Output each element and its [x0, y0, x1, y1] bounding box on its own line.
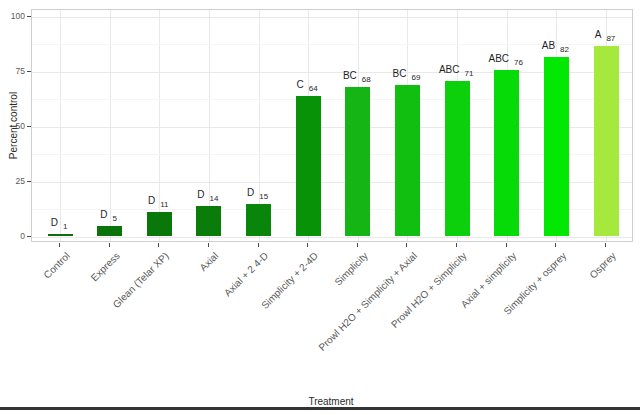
x-tick-mark: [506, 243, 507, 247]
gridline-major: [32, 17, 632, 18]
x-axis-title: Treatment: [281, 396, 381, 407]
x-tick-mark: [258, 243, 259, 247]
chart-figure: D1D5D11D14D15C64BC68BC69ABC71ABC76AB82A8…: [0, 0, 640, 415]
bar-significance-letter: D: [247, 187, 254, 198]
y-tick-mark: [27, 71, 31, 72]
gridline-major: [32, 237, 632, 238]
bar-significance-letter: D: [51, 217, 58, 228]
bar-significance-letter: BC: [343, 70, 357, 81]
bar: [544, 57, 569, 237]
bar-label: AB 82: [510, 40, 600, 52]
bar-value-label: 1: [63, 222, 67, 231]
x-category-label: Prowl H2O + Simplicity + Axial: [316, 250, 419, 353]
y-tick-mark: [27, 126, 31, 127]
bar-significance-letter: D: [100, 209, 107, 220]
bar-label: D 15: [213, 187, 303, 199]
gridline-minor: [32, 154, 632, 155]
x-tick-mark: [109, 243, 110, 247]
bar-significance-letter: D: [197, 189, 204, 200]
bar-value-label: 11: [160, 200, 168, 209]
x-category-label: Osprey: [587, 250, 618, 281]
bar-value-label: 87: [606, 34, 615, 43]
bar-significance-letter: A: [595, 29, 602, 40]
x-category-label: Axial: [198, 250, 221, 273]
x-tick-mark: [158, 243, 159, 247]
x-tick-mark: [357, 243, 358, 247]
x-category-label: Simplicity: [332, 250, 370, 288]
bar: [246, 204, 271, 237]
x-tick-mark: [59, 243, 60, 247]
bar-value-label: 64: [309, 84, 318, 93]
bar-value-label: 71: [464, 69, 473, 78]
bar-value-label: 76: [514, 58, 523, 67]
x-category-label: Axial + 2 4-D: [222, 250, 270, 298]
bottom-divider: [0, 407, 640, 410]
bar-significance-letter: D: [148, 195, 155, 206]
y-tick-label: 100: [0, 11, 25, 21]
bar-significance-letter: ABC: [439, 64, 460, 75]
bar-value-label: 15: [259, 192, 268, 201]
bar-label: D5: [64, 209, 154, 221]
y-tick-mark: [27, 236, 31, 237]
bar: [345, 87, 370, 236]
bar-significance-letter: AB: [542, 40, 555, 51]
bar: [48, 234, 73, 236]
x-tick-mark: [456, 243, 457, 247]
bar-label: ABC 76: [461, 53, 551, 65]
bar-significance-letter: BC: [393, 68, 407, 79]
y-tick-mark: [27, 181, 31, 182]
y-tick-label: 0: [0, 231, 25, 241]
bar: [296, 96, 321, 236]
bar-significance-letter: ABC: [489, 53, 510, 64]
bar-label: ABC 71: [411, 64, 501, 76]
x-tick-mark: [555, 243, 556, 247]
x-tick-mark: [406, 243, 407, 247]
bar: [196, 206, 221, 237]
gridline-major: [32, 182, 632, 183]
x-tick-mark: [208, 243, 209, 247]
y-axis-title: Percent control: [8, 86, 19, 166]
bar-significance-letter: C: [297, 79, 304, 90]
bar-value-label: 5: [113, 214, 117, 223]
x-tick-mark: [605, 243, 606, 247]
y-tick-label: 25: [0, 176, 25, 186]
y-tick-label: 75: [0, 66, 25, 76]
bar: [494, 70, 519, 237]
gridline-major: [32, 127, 632, 128]
bar: [594, 46, 619, 237]
bar-value-label: 82: [560, 45, 569, 54]
bar-label: A 87: [560, 29, 640, 41]
x-tick-mark: [307, 243, 308, 247]
y-tick-mark: [27, 16, 31, 17]
x-category-label: Control: [41, 250, 72, 281]
bar: [445, 81, 470, 237]
gridline-minor: [32, 99, 632, 100]
x-category-label: Express: [88, 250, 121, 283]
bar: [395, 85, 420, 236]
